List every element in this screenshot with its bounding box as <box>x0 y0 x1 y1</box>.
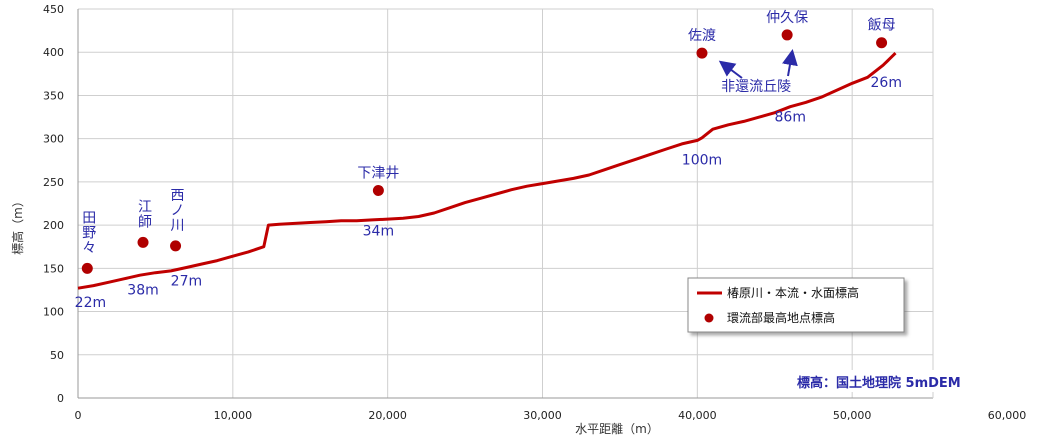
highest-point-marker <box>781 29 793 41</box>
y-tick-label: 350 <box>43 89 64 102</box>
source-credit: 標高：国土地理院 5mDEM <box>789 370 977 392</box>
x-tick-labels: 0 10,000 20,000 30,000 40,000 50,000 60,000 <box>75 409 1027 422</box>
highest-point-marker <box>81 262 93 274</box>
annotation-label: 22m <box>75 295 106 311</box>
x-tick-label: 10,000 <box>214 409 253 422</box>
x-axis-title: 水平距離（m） <box>575 422 659 436</box>
highest-point-markers <box>81 29 888 274</box>
y-tick-label: 300 <box>43 133 64 146</box>
source-text: 標高：国土地理院 5mDEM <box>797 375 961 391</box>
point-labels: 田野々 江師 西ノ川 下津井 佐渡 仲久保 飯母 <box>82 10 895 256</box>
y-tick-label: 450 <box>43 3 64 16</box>
river-surface-elevation-series <box>77 52 897 290</box>
river-surface-line <box>77 52 897 290</box>
point-label: 飯母 <box>868 17 896 34</box>
grid <box>78 8 933 398</box>
annotations: 22m 38m 27m 34m 100m 86m 26m 非還流丘陵 <box>75 75 902 311</box>
annotation-label: 非還流丘陵 <box>721 79 791 95</box>
arrow-to-nakakubo <box>782 49 798 77</box>
point-label: 田野々 <box>82 210 96 256</box>
highest-point-marker <box>372 185 384 197</box>
y-tick-label: 150 <box>43 262 64 275</box>
y-tick-labels: 0 50 100 150 200 250 300 350 400 450 <box>43 3 64 405</box>
y-tick-label: 50 <box>50 349 64 362</box>
point-label: 江師 <box>138 199 152 230</box>
point-label: 西ノ川 <box>171 188 185 234</box>
legend-box <box>687 277 905 333</box>
x-tick-label: 30,000 <box>523 409 562 422</box>
y-axis-title: 標高（m） <box>10 195 25 255</box>
y-tick-label: 400 <box>43 46 64 59</box>
arrow-to-sado <box>718 60 743 79</box>
annotation-label: 38m <box>127 282 158 298</box>
point-label: 下津井 <box>357 166 399 182</box>
highest-point-marker <box>876 37 888 49</box>
legend-label-highpoint: 環流部最高地点標高 <box>727 310 835 325</box>
source-box <box>789 370 977 392</box>
y-tick-label: 0 <box>57 392 64 405</box>
legend-label-river: 椿原川・本流・水面標高 <box>727 285 859 300</box>
point-label: 仲久保 <box>766 10 808 26</box>
annotation-label: 26m <box>871 75 902 91</box>
x-tick-label: 20,000 <box>368 409 407 422</box>
y-tick-label: 200 <box>43 219 64 232</box>
highest-point-marker <box>137 236 149 248</box>
legend-dot-swatch <box>704 313 714 323</box>
x-tick-label: 50,000 <box>833 409 872 422</box>
legend: 椿原川・本流・水面標高 環流部最高地点標高 <box>687 277 905 333</box>
y-tick-label: 250 <box>43 176 64 189</box>
x-tick-label: 60,000 <box>988 409 1027 422</box>
annotation-label: 86m <box>775 109 806 125</box>
x-tick-label: 40,000 <box>678 409 717 422</box>
x-tick-label: 0 <box>75 409 82 422</box>
highest-point-marker <box>696 47 708 59</box>
y-tick-label: 100 <box>43 306 64 319</box>
annotation-label: 27m <box>171 274 202 290</box>
plot-area <box>78 9 933 398</box>
annotation-label: 34m <box>363 223 394 239</box>
axes <box>77 9 934 399</box>
annotation-label: 100m <box>682 153 722 169</box>
highest-point-marker <box>170 240 182 252</box>
point-label: 佐渡 <box>688 28 716 44</box>
